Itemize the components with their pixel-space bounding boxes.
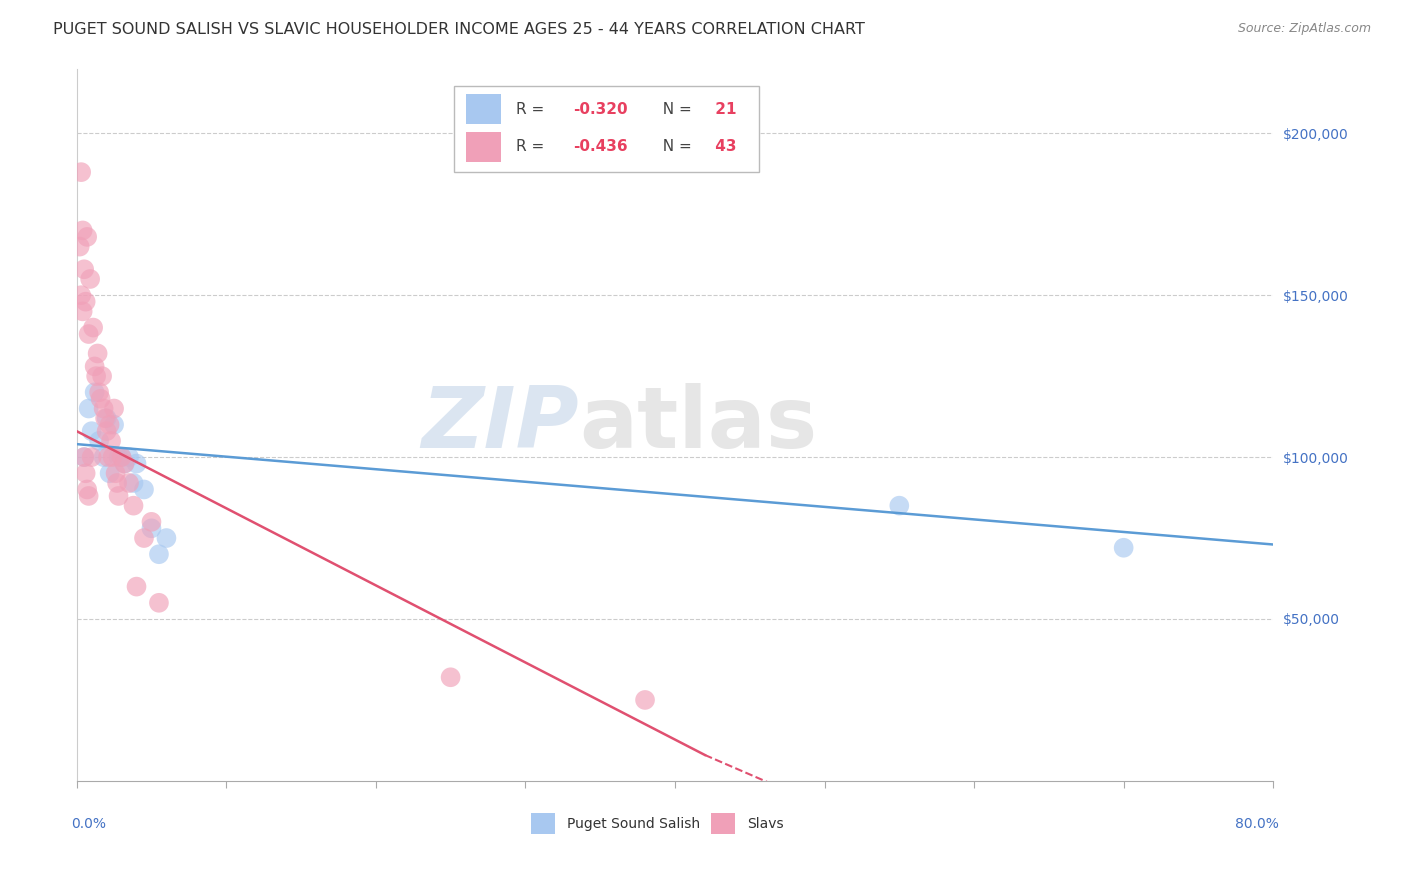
Point xyxy=(70,165,93,179)
Point xyxy=(73,450,96,464)
Point xyxy=(114,457,136,471)
Point xyxy=(75,294,97,309)
Point xyxy=(70,288,93,302)
Point xyxy=(90,392,112,406)
Point xyxy=(439,670,461,684)
Text: Slavs: Slavs xyxy=(747,817,783,830)
Point xyxy=(93,401,115,416)
Text: 21: 21 xyxy=(710,102,737,117)
Point xyxy=(118,450,141,464)
Point xyxy=(114,457,136,471)
Text: 80.0%: 80.0% xyxy=(1236,817,1279,830)
Point xyxy=(889,499,911,513)
Text: -0.320: -0.320 xyxy=(574,102,628,117)
Point xyxy=(132,531,155,545)
Point xyxy=(125,457,148,471)
Point xyxy=(80,450,103,464)
Point xyxy=(122,499,145,513)
Point xyxy=(86,346,108,360)
Point xyxy=(141,515,163,529)
Point xyxy=(98,417,121,432)
FancyBboxPatch shape xyxy=(454,87,759,172)
Point xyxy=(96,411,118,425)
Point xyxy=(155,531,177,545)
Text: Source: ZipAtlas.com: Source: ZipAtlas.com xyxy=(1237,22,1371,36)
Point xyxy=(72,223,94,237)
Point xyxy=(89,385,111,400)
Point xyxy=(83,359,105,374)
Point xyxy=(84,369,107,384)
Text: N =: N = xyxy=(654,102,697,117)
Point xyxy=(634,693,657,707)
Point xyxy=(1112,541,1135,555)
Point xyxy=(75,467,97,481)
Point xyxy=(103,401,125,416)
Text: atlas: atlas xyxy=(579,384,817,467)
Text: ZIP: ZIP xyxy=(422,384,579,467)
Point xyxy=(94,411,117,425)
FancyBboxPatch shape xyxy=(531,813,555,834)
Point xyxy=(72,304,94,318)
Point xyxy=(105,475,128,490)
Point xyxy=(77,489,100,503)
Point xyxy=(98,467,121,481)
Point xyxy=(80,424,103,438)
Text: 0.0%: 0.0% xyxy=(70,817,105,830)
Point xyxy=(132,483,155,497)
Point xyxy=(118,475,141,490)
Point xyxy=(93,450,115,464)
Point xyxy=(148,547,170,561)
Point xyxy=(69,239,91,253)
Point xyxy=(141,521,163,535)
Text: Puget Sound Salish: Puget Sound Salish xyxy=(567,817,700,830)
FancyBboxPatch shape xyxy=(711,813,735,834)
Point xyxy=(96,424,118,438)
Point xyxy=(89,434,111,448)
Text: R =: R = xyxy=(516,102,548,117)
Point xyxy=(122,475,145,490)
Text: -0.436: -0.436 xyxy=(574,139,628,154)
Point xyxy=(91,369,114,384)
Point xyxy=(73,450,96,464)
Point xyxy=(82,320,104,334)
Text: PUGET SOUND SALISH VS SLAVIC HOUSEHOLDER INCOME AGES 25 - 44 YEARS CORRELATION C: PUGET SOUND SALISH VS SLAVIC HOUSEHOLDER… xyxy=(53,22,865,37)
Point xyxy=(76,230,98,244)
Point xyxy=(103,417,125,432)
FancyBboxPatch shape xyxy=(465,132,502,161)
FancyBboxPatch shape xyxy=(465,95,502,124)
Point xyxy=(107,489,129,503)
Point xyxy=(107,450,129,464)
Text: 43: 43 xyxy=(710,139,737,154)
Point xyxy=(73,262,96,277)
Point xyxy=(125,580,148,594)
Point xyxy=(79,272,101,286)
Point xyxy=(97,450,120,464)
Text: R =: R = xyxy=(516,139,548,154)
Point xyxy=(110,450,132,464)
Point xyxy=(100,434,122,448)
Point xyxy=(83,385,105,400)
Point xyxy=(77,326,100,341)
Point xyxy=(104,467,127,481)
Point xyxy=(77,401,100,416)
Point xyxy=(76,483,98,497)
Text: N =: N = xyxy=(654,139,697,154)
Point xyxy=(148,596,170,610)
Point xyxy=(101,450,124,464)
Point xyxy=(110,450,132,464)
